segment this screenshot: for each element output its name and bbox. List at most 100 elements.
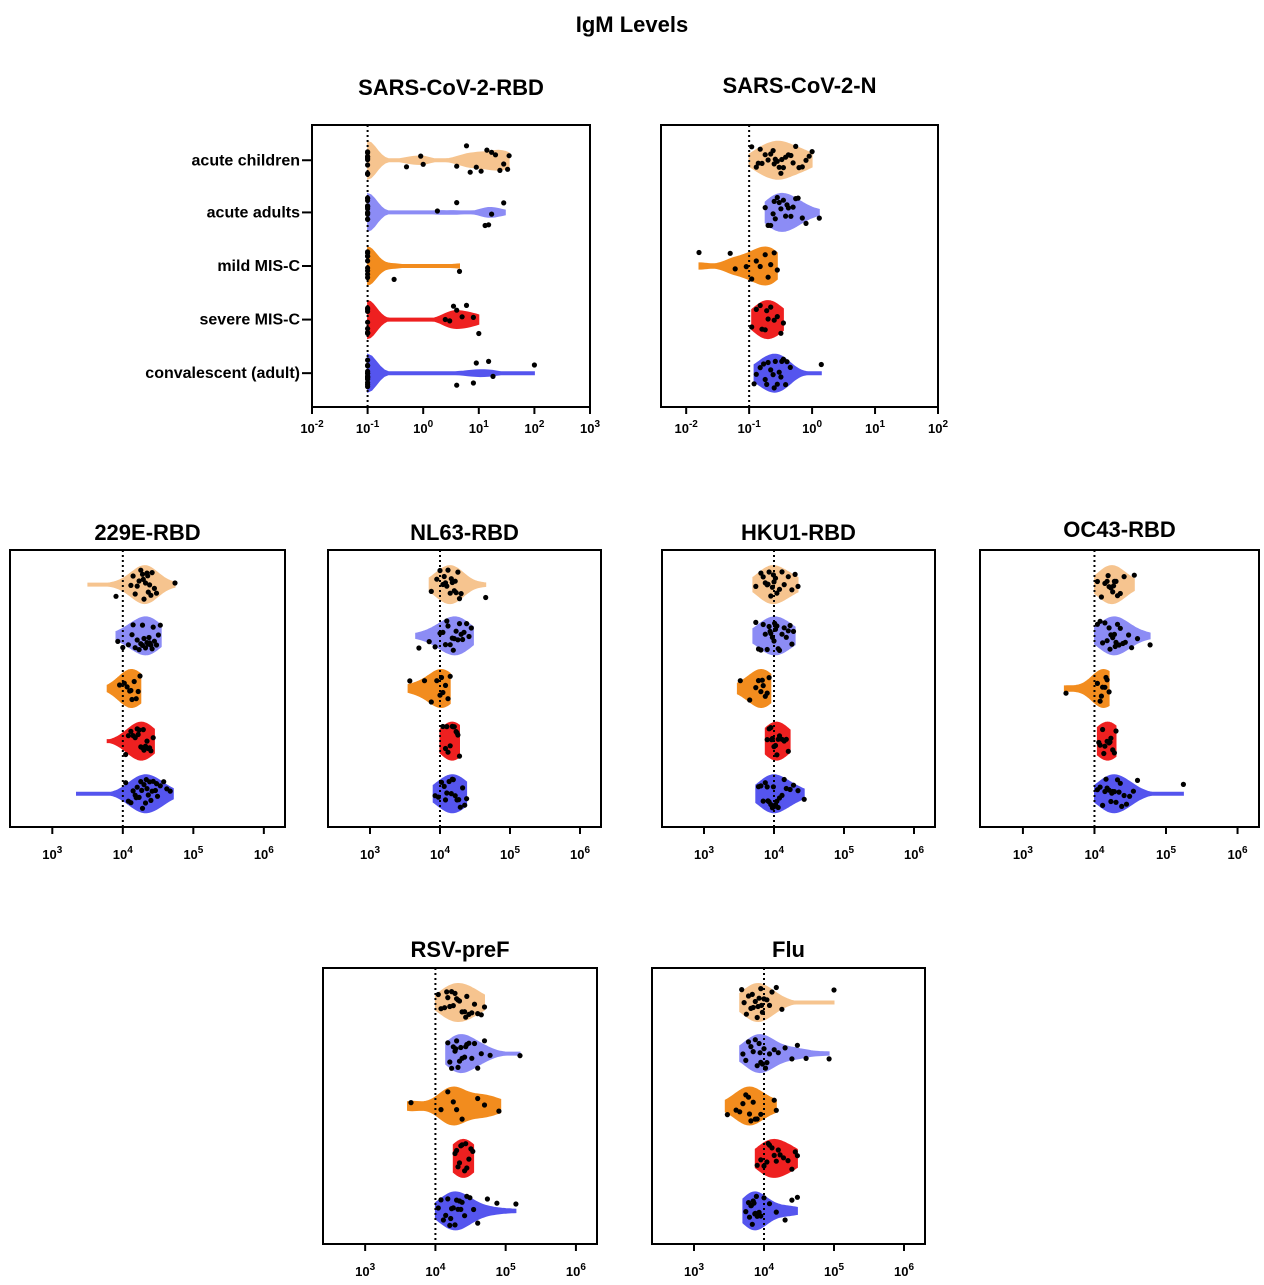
data-point	[771, 250, 777, 256]
data-point	[460, 785, 466, 791]
data-point	[434, 208, 440, 214]
data-point	[432, 644, 438, 650]
data-point	[1130, 788, 1136, 794]
data-point	[445, 995, 451, 1001]
data-point	[131, 678, 137, 685]
data-point	[785, 1158, 791, 1164]
data-point	[440, 629, 446, 636]
data-point	[478, 1012, 484, 1018]
data-point	[486, 222, 492, 228]
data-point	[780, 1155, 787, 1161]
data-point	[407, 678, 413, 684]
data-point	[460, 636, 466, 643]
data-point	[1100, 726, 1106, 733]
data-point	[140, 727, 146, 733]
data-point	[766, 569, 772, 575]
data-point	[513, 1201, 519, 1207]
data-point	[771, 385, 777, 391]
data-point	[749, 991, 755, 998]
data-point	[418, 153, 424, 159]
data-point	[452, 990, 458, 997]
data-point	[454, 163, 460, 169]
data-point	[458, 1206, 464, 1212]
x-tick-label: 101	[469, 419, 489, 436]
data-point	[365, 195, 371, 201]
data-point	[768, 304, 774, 310]
data-point	[447, 318, 453, 324]
data-point	[761, 1195, 767, 1201]
data-point	[776, 199, 782, 206]
data-point	[1111, 583, 1117, 589]
data-point	[135, 731, 141, 738]
data-point	[464, 796, 470, 802]
data-point	[1121, 574, 1127, 580]
data-point	[365, 271, 371, 277]
data-point	[481, 1038, 488, 1044]
chart-hku1: HKU1-RBD 103 104 105 106	[661, 520, 936, 862]
data-point	[778, 170, 784, 176]
data-point	[1094, 578, 1100, 585]
x-tick-label: 106	[904, 845, 924, 862]
data-point	[1147, 642, 1153, 648]
data-point	[1121, 792, 1127, 799]
data-point	[753, 164, 759, 170]
data-point	[148, 592, 154, 598]
data-point	[403, 164, 410, 170]
data-point	[445, 749, 451, 755]
data-point	[129, 696, 135, 703]
data-point	[755, 160, 761, 166]
data-point	[450, 647, 456, 653]
data-point	[779, 792, 785, 799]
data-point	[1107, 646, 1113, 652]
x-tick-label: 105	[824, 1262, 844, 1279]
plot-frame	[327, 549, 602, 828]
plot-frame	[651, 967, 926, 1245]
data-point	[452, 793, 458, 799]
data-point	[120, 644, 126, 651]
data-point	[1094, 680, 1100, 687]
data-point	[1114, 777, 1121, 783]
data-point	[780, 197, 787, 203]
chart-sars2n: SARS-CoV-2-N 10-2 10-1 100 101 102	[660, 73, 948, 436]
data-point	[136, 578, 142, 584]
chart-title: SARS-CoV-2-RBD	[358, 75, 544, 100]
data-point	[776, 369, 782, 375]
data-point	[155, 632, 161, 638]
data-point	[779, 156, 785, 163]
data-point	[768, 222, 774, 229]
data-point	[125, 642, 131, 648]
data-point	[153, 642, 160, 648]
x-tick-label: 103	[355, 1262, 375, 1279]
data-point	[770, 148, 776, 154]
data-point	[501, 161, 507, 167]
data-point	[1117, 590, 1123, 597]
data-point	[745, 1039, 752, 1045]
data-point	[789, 1166, 795, 1172]
data-point	[776, 586, 783, 592]
data-point	[831, 987, 837, 993]
data-point	[447, 743, 453, 749]
data-point	[789, 1197, 795, 1203]
data-point	[455, 637, 461, 643]
data-point	[123, 780, 129, 786]
data-point	[428, 588, 434, 595]
data-point	[497, 167, 503, 173]
data-point	[794, 1194, 801, 1200]
x-tick-label: 103	[42, 845, 62, 862]
data-point	[464, 621, 470, 627]
data-point	[134, 637, 140, 643]
data-point	[799, 215, 805, 221]
data-point	[462, 1054, 468, 1060]
data-point	[141, 747, 147, 753]
data-point	[774, 381, 780, 387]
data-point	[758, 689, 764, 695]
data-point	[1107, 739, 1113, 745]
data-point	[1100, 802, 1106, 809]
data-point	[767, 628, 773, 635]
data-point	[793, 143, 799, 149]
data-point	[785, 574, 791, 580]
data-point	[469, 1055, 475, 1061]
data-point	[475, 1065, 481, 1071]
data-point	[462, 1009, 468, 1015]
data-point	[1102, 620, 1108, 626]
